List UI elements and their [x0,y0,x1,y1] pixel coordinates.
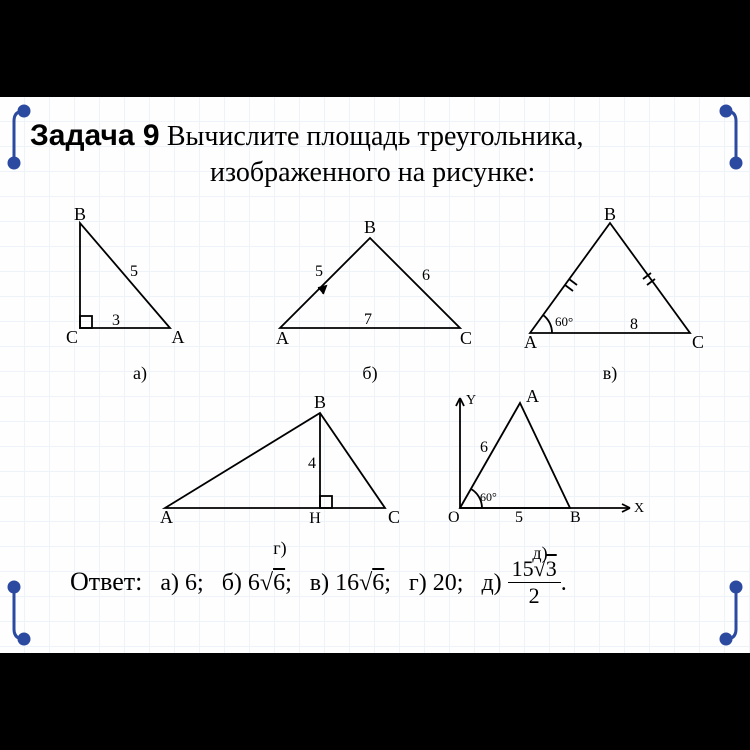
side-oa: 6 [480,439,488,456]
label-b: б) [260,363,480,384]
vB-B: B [364,218,376,237]
vE-A: A [526,388,539,406]
angle-e: 60° [480,490,497,504]
answer-label: Ответ: [70,567,142,596]
ans-a: а) 6; [160,570,203,596]
diagram-b: A B C 5 6 7 б) [260,218,480,384]
page: Задача 9 Вычислите площадь треугольника,… [0,97,750,653]
vA-A: A [172,327,185,347]
ans-d: г) 20; [409,570,464,596]
prompt-line1: Вычислите площадь треугольника, [167,121,584,152]
vD-B: B [314,393,326,412]
ans-c-rad: √ [359,570,372,596]
diagram-a: B C A 3 5 а) [50,208,230,384]
vE-O: O [448,509,460,526]
angle-c: 60° [555,314,573,329]
ans-e-frac: 15√3 2 [508,556,561,609]
side-ca: 3 [112,312,120,329]
vC-B: B [604,208,616,224]
vD-C: C [388,507,400,527]
task-label: Задача 9 [30,119,160,152]
height-d: 4 [308,455,316,472]
ans-b-sqrt: 6 [273,570,285,596]
ans-e-num-sqrt: 3 [546,556,557,581]
side-ac: 7 [364,311,372,328]
side-bc: 6 [422,267,430,284]
ans-c-pref: в) 16 [310,570,359,596]
label-c: в) [510,363,710,384]
vE-B: B [570,509,581,526]
vB-A: A [276,328,289,348]
vC-C: C [692,332,704,352]
heading: Задача 9 Вычислите площадь треугольника,… [30,117,720,190]
ans-e-num-a: 15 [512,556,534,581]
ans-e-pref: д) [481,570,501,596]
answer-line: Ответ: а) 6; б) 6√6; в) 16√6; г) 20; д) … [70,558,567,611]
side-ob: 5 [515,509,523,526]
vD-H: H [309,510,321,527]
axis-x: X [634,501,644,516]
ans-b-pref: б) 6 [222,570,260,596]
axis-y: Y [466,393,476,408]
vC-A: A [524,332,537,352]
label-d: г) [150,538,410,559]
diagrams-grid: B C A 3 5 а) A B C 5 [30,198,720,558]
ans-b-rad: √ [260,570,273,596]
vD-A: A [160,507,173,527]
diagram-c: A B C 60° 8 в) [510,208,710,384]
content-area: Задача 9 Вычислите площадь треугольника,… [30,117,720,633]
ans-c-sqrt: 6 [372,570,384,596]
label-a: а) [50,363,230,384]
side-ba: 5 [130,263,138,280]
diagram-d: A B C H 4 г) [150,393,410,559]
prompt-line2: изображенного на рисунке: [210,155,720,190]
diagram-e: O A B X Y 60° 6 5 д) [430,388,650,564]
vA-C: C [66,327,78,347]
vB-C: C [460,328,472,348]
side-ac-c: 8 [630,316,638,333]
side-ab: 5 [315,263,323,280]
vA-B: B [74,208,86,224]
ans-e-den: 2 [508,583,561,609]
